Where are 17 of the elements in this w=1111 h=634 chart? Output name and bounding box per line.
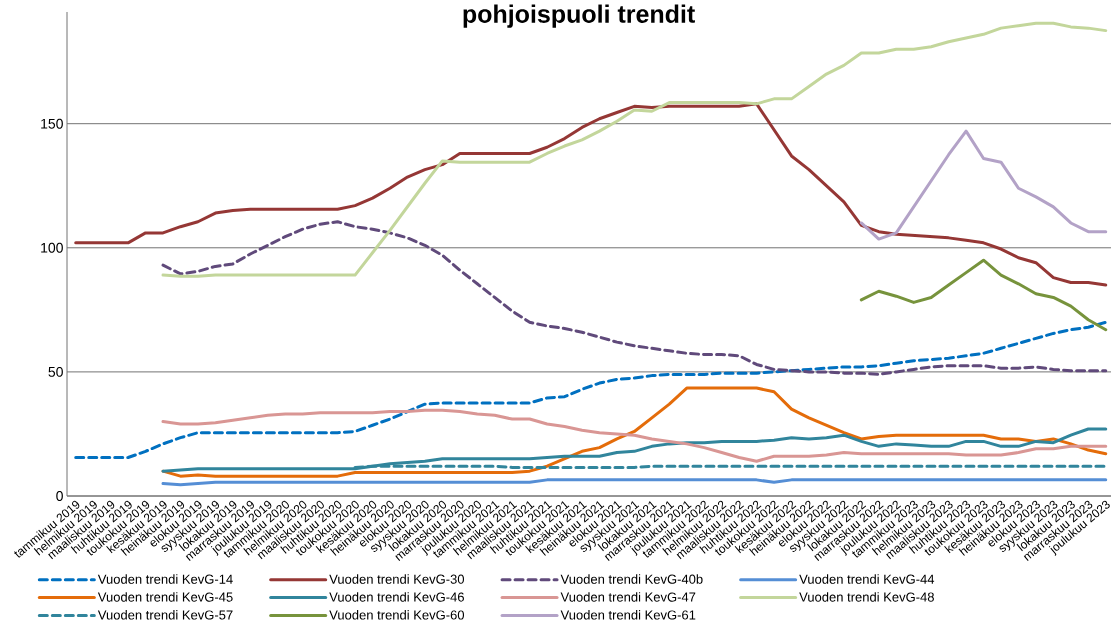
legend-label: Vuoden trendi KevG-30 — [329, 574, 465, 584]
y-tick-label: 150 — [41, 118, 63, 129]
legend-label: Vuoden trendi KevG-57 — [97, 610, 233, 620]
legend-label: Vuoden trendi KevG-48 — [799, 592, 934, 602]
legend-label: Vuoden trendi KevG-61 — [560, 610, 696, 620]
legend-label: Vuoden trendi KevG-40b — [560, 574, 703, 584]
legend-label: Vuoden trendi KevG-44 — [799, 574, 935, 584]
y-tick-label: 50 — [48, 366, 63, 377]
legend-label: Vuoden trendi KevG-60 — [329, 610, 465, 620]
legend-label: Vuoden trendi KevG-47 — [560, 592, 696, 602]
legend-label: Vuoden trendi KevG-46 — [329, 592, 464, 602]
y-tick-label: 0 — [56, 491, 63, 501]
legend-label: Vuoden trendi KevG-45 — [97, 592, 233, 602]
chart-title: pohjoispuoli trendit — [463, 4, 695, 28]
y-tick-label: 100 — [41, 242, 63, 253]
line-series — [859, 258, 1108, 332]
legend-label: Vuoden trendi KevG-14 — [97, 574, 233, 584]
